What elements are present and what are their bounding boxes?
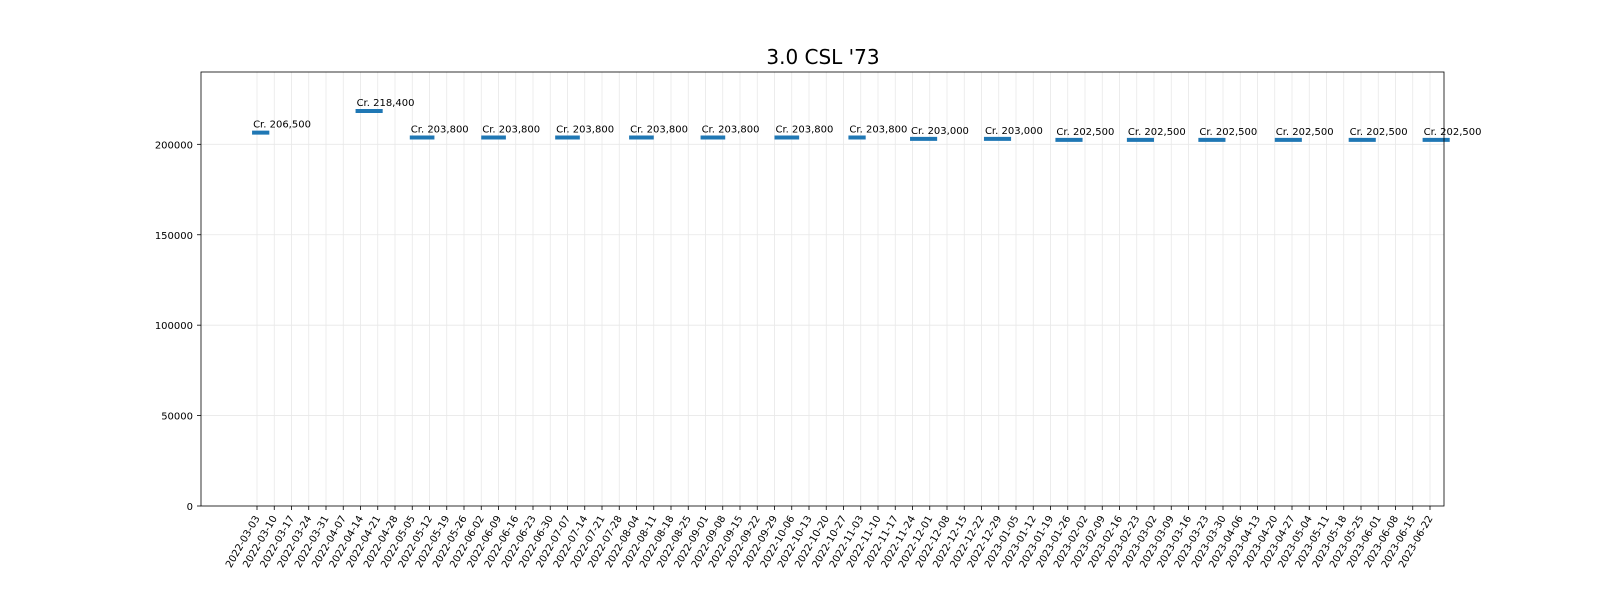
plot-frame [200, 71, 1445, 507]
data-label: Cr. 206,500 [253, 120, 311, 131]
y-tick-label: 200000 [155, 140, 193, 151]
y-tick-label: 0 [187, 502, 193, 513]
data-label: Cr. 202,500 [1128, 127, 1186, 138]
data-label: Cr. 203,800 [849, 124, 907, 135]
data-label: Cr. 202,500 [1424, 127, 1482, 138]
y-tick-label: 50000 [161, 412, 193, 423]
data-label: Cr. 202,500 [1056, 127, 1114, 138]
y-axis: 0 50000 100000 150000 200000 [155, 140, 201, 513]
data-label: Cr. 202,500 [1199, 127, 1257, 138]
data-label: Cr. 203,800 [556, 124, 614, 135]
series-layer: Cr. 206,500 Cr. 218,400 Cr. 203,800 Cr. 203… [252, 98, 1482, 142]
chart-title: 3.0 CSL '73 [766, 45, 879, 69]
data-label: Cr. 203,800 [630, 124, 688, 135]
data-label: Cr. 218,400 [357, 98, 415, 109]
data-label: Cr. 202,500 [1276, 127, 1334, 138]
data-label: Cr. 202,500 [1350, 127, 1408, 138]
y-tick-label: 150000 [155, 231, 193, 242]
x-axis: 2022-03-032022-03-102022-03-172022-03-24… [224, 506, 1436, 570]
data-label: Cr. 203,800 [411, 124, 469, 135]
data-label: Cr. 203,000 [911, 126, 969, 137]
data-label: Cr. 203,000 [985, 126, 1043, 137]
y-tick-label: 100000 [155, 321, 193, 332]
grid-layer [201, 72, 1444, 507]
data-label: Cr. 203,800 [702, 124, 760, 135]
data-label: Cr. 203,800 [776, 124, 834, 135]
data-label: Cr. 203,800 [482, 124, 540, 135]
